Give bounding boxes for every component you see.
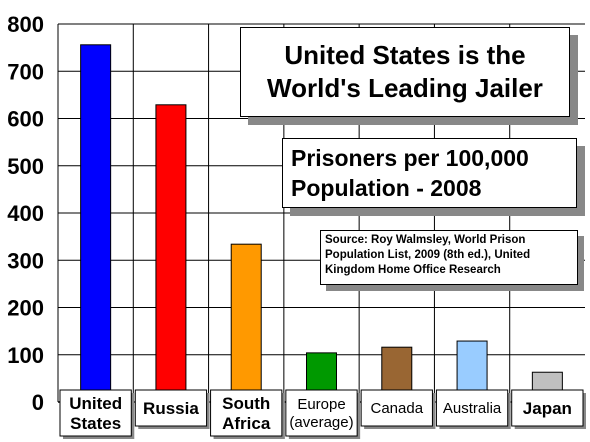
category-label: Russia xyxy=(143,399,199,418)
source-line-2: Population List, 2009 (8th ed.), United xyxy=(325,249,531,261)
title-line-1: United States is the xyxy=(284,40,526,70)
category-label-box xyxy=(435,389,509,427)
y-tick-label: 700 xyxy=(7,59,44,84)
subtitle-line-1: Prisoners per 100,000 xyxy=(291,145,529,171)
y-tick-label: 500 xyxy=(7,154,44,179)
y-tick-label: 600 xyxy=(7,107,44,132)
y-tick-label: 200 xyxy=(7,296,44,321)
bar-south-africa xyxy=(230,243,262,403)
y-tick-label: 100 xyxy=(7,343,44,368)
category-label: (average) xyxy=(289,414,353,431)
subtitle-box: Prisoners per 100,000 Population - 2008 xyxy=(282,138,577,208)
title-box: United States is the World's Leading Jai… xyxy=(240,27,570,117)
subtitle-line-2: Population - 2008 xyxy=(291,175,482,201)
bar-united-states xyxy=(80,44,112,403)
source-box: Source: Roy Walmsley, World Prison Popul… xyxy=(320,230,578,285)
category-label: South xyxy=(222,394,270,413)
y-tick-label: 400 xyxy=(7,201,44,226)
source-line-1: Source: Roy Walmsley, World Prison xyxy=(325,234,526,246)
category-label: Japan xyxy=(523,399,572,418)
category-label-box xyxy=(511,389,584,427)
category-label: States xyxy=(70,414,121,433)
category-label-box xyxy=(360,389,433,427)
category-label: Europe xyxy=(297,396,345,413)
y-tick-label: 300 xyxy=(7,248,44,273)
source-line-3: Kingdom Home Office Research xyxy=(325,264,501,276)
y-tick-label: 800 xyxy=(7,12,44,37)
y-tick-label: 0 xyxy=(32,390,44,415)
category-label-box xyxy=(134,389,208,427)
category-label: Australia xyxy=(443,400,502,417)
bar-russia xyxy=(155,104,187,403)
title-line-2: World's Leading Jailer xyxy=(267,73,543,103)
category-label: Canada xyxy=(371,400,424,417)
category-label: Africa xyxy=(222,414,271,433)
category-label-box xyxy=(210,389,283,437)
category-label-box xyxy=(59,389,132,437)
category-label-box xyxy=(285,389,358,437)
category-label: United xyxy=(69,394,122,413)
